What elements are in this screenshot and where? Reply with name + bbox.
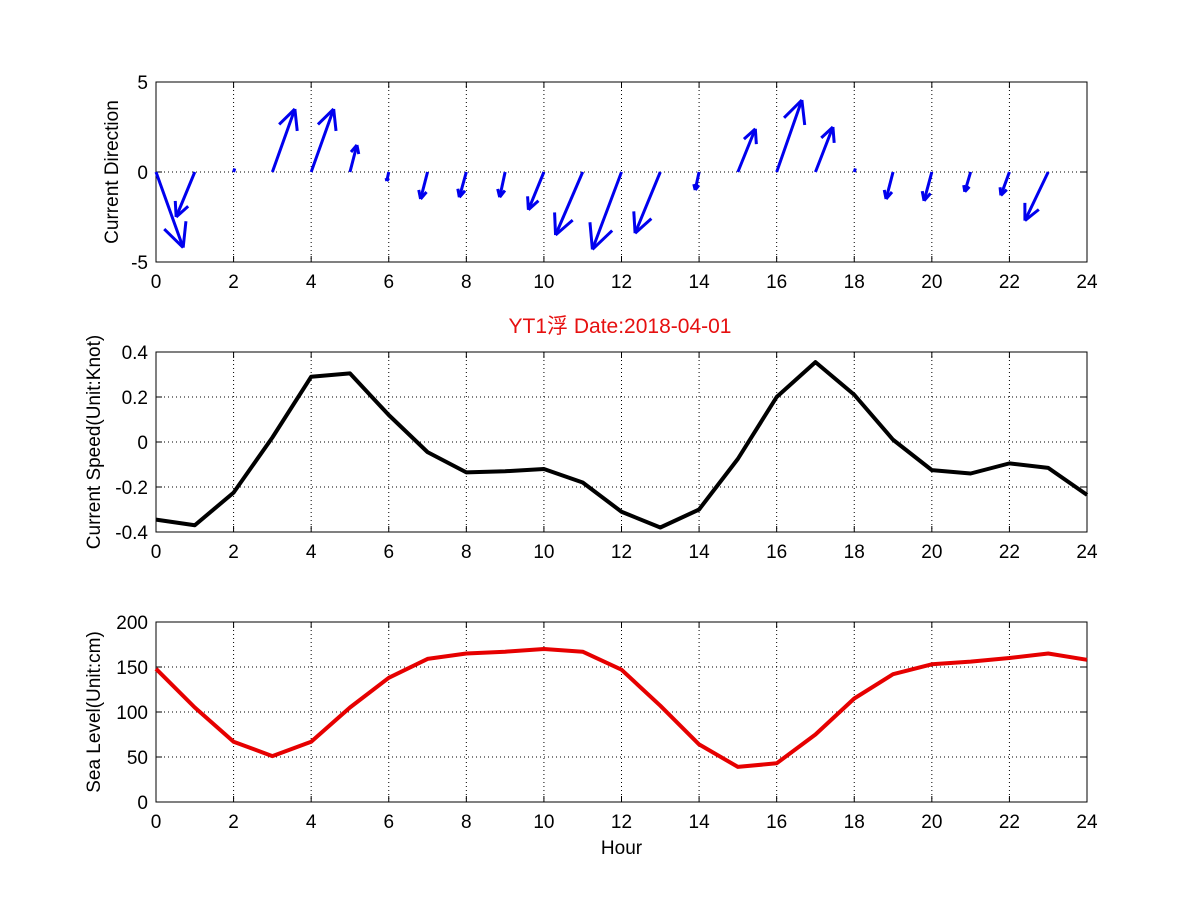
y-tick-label: 0.2 (122, 388, 148, 409)
direction-arrow (496, 171, 507, 199)
y-tick-label: 150 (116, 658, 148, 679)
x-tick-label: 16 (766, 812, 787, 833)
x-tick-label: 22 (999, 542, 1020, 563)
direction-arrow (692, 171, 701, 191)
y-tick-label: -5 (131, 253, 148, 274)
y-tick-label: 0 (137, 163, 148, 184)
y-tick-label: 0 (137, 793, 148, 814)
x-tick-label: 0 (151, 542, 162, 563)
x-axis-label: Hour (601, 838, 643, 859)
x-tick-label: 6 (383, 272, 394, 293)
direction-arrow (632, 171, 662, 235)
direction-arrow (736, 127, 758, 173)
current-speed-panel: 0 2 4 6 8 10 12 14 16 18 20 22 24-0.4-0.200.20.4Curr… (84, 335, 1098, 563)
speed-series-line (155, 360, 1089, 530)
x-tick-label: 12 (611, 812, 632, 833)
x-tick-label: 16 (766, 542, 787, 563)
direction-arrow (882, 171, 895, 200)
x-tick-label: 0 (151, 272, 162, 293)
x-tick-label: 10 (533, 812, 554, 833)
y-axis-label: Current Speed(Unit:Knot) (84, 335, 105, 549)
x-tick-label: 0 (151, 812, 162, 833)
x-tick-label: 2 (228, 812, 239, 833)
x-tick-label: 10 (533, 272, 554, 293)
x-tick-label: 12 (611, 542, 632, 563)
y-tick-label: 100 (116, 703, 148, 724)
direction-arrow (173, 171, 197, 219)
y-tick-label: -0.4 (115, 523, 148, 544)
direction-arrow (384, 171, 391, 182)
x-tick-label: 18 (844, 542, 865, 563)
direction-arrow (588, 171, 623, 251)
x-tick-label: 24 (1076, 812, 1098, 833)
x-tick-label: 20 (921, 812, 942, 833)
y-tick-label: 0.4 (122, 343, 149, 364)
x-tick-label: 8 (461, 542, 472, 563)
direction-arrow (417, 171, 429, 200)
direction-arrow (270, 107, 299, 173)
y-tick-label: 200 (116, 613, 148, 634)
x-tick-label: 18 (844, 272, 865, 293)
direction-arrow (456, 171, 468, 199)
x-tick-label: 2 (228, 272, 239, 293)
x-tick-label: 14 (689, 272, 711, 293)
direction-arrow (348, 144, 361, 173)
direction-arrow (309, 107, 338, 173)
x-tick-label: 12 (611, 272, 632, 293)
x-tick-label: 20 (921, 542, 942, 563)
x-tick-label: 14 (689, 812, 711, 833)
direction-arrow (814, 125, 836, 173)
x-tick-label: 10 (533, 542, 554, 563)
direction-arrow (526, 171, 546, 211)
direction-arrow (232, 167, 237, 173)
x-tick-label: 8 (461, 272, 472, 293)
x-tick-label: 20 (921, 272, 942, 293)
x-tick-label: 24 (1076, 272, 1098, 293)
direction-arrow (1023, 171, 1050, 222)
direction-arrow (775, 98, 807, 173)
x-tick-label: 2 (228, 542, 239, 563)
direction-arrow (852, 167, 857, 173)
x-tick-label: 6 (383, 812, 394, 833)
x-tick-label: 24 (1076, 542, 1098, 563)
y-tick-label: -0.2 (115, 478, 148, 499)
y-tick-label: 50 (127, 748, 148, 769)
y-tick-label: 5 (137, 73, 148, 94)
figure-title: YT1浮 Date:2018-04-01 (509, 315, 732, 338)
level-series-line (154, 647, 1088, 769)
x-tick-label: 22 (999, 812, 1020, 833)
x-tick-label: 4 (306, 812, 317, 833)
x-tick-label: 8 (461, 812, 472, 833)
direction-arrow (154, 171, 188, 249)
direction-arrow (920, 171, 934, 202)
x-tick-label: 22 (999, 272, 1020, 293)
y-tick-label: 0 (137, 433, 148, 454)
y-axis-label: Sea Level(Unit:cm) (84, 631, 105, 793)
x-tick-label: 18 (844, 812, 865, 833)
x-tick-label: 6 (383, 542, 394, 563)
x-tick-label: 4 (306, 542, 317, 563)
x-tick-label: 14 (689, 542, 711, 563)
x-tick-label: 16 (766, 272, 787, 293)
direction-arrow (962, 171, 973, 193)
direction-arrow (998, 171, 1011, 197)
x-tick-label: 4 (306, 272, 317, 293)
direction-arrow (553, 171, 585, 237)
y-axis-label: Current Direction (102, 100, 123, 244)
